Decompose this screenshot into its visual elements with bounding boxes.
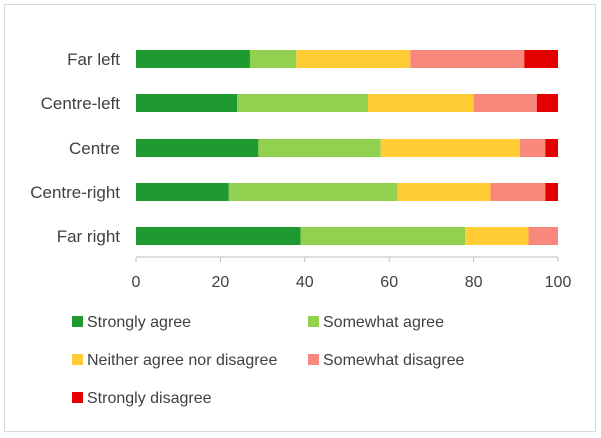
bar-segment: [410, 50, 525, 68]
bar-segment: [368, 94, 474, 112]
category-label: Far left: [67, 50, 120, 69]
chart-frame: Far left Centre-left Centre Centre-right Far…: [4, 4, 596, 432]
legend: Strongly agree Somewhat agree Neither agre…: [72, 314, 465, 407]
bar-segment: [136, 139, 259, 157]
legend-label: Strongly agree: [87, 314, 191, 331]
x-tick-label: 100: [545, 274, 572, 291]
legend-swatch: [72, 354, 83, 365]
bar-segment: [490, 183, 546, 201]
legend-swatch: [308, 354, 319, 365]
bar-segment: [136, 183, 229, 201]
category-label: Centre-right: [30, 183, 120, 202]
bar-segment: [237, 94, 369, 112]
x-tick-label: 60: [380, 274, 398, 291]
bar-segment: [380, 139, 521, 157]
legend-label: Strongly disagree: [87, 390, 212, 407]
bar-segment: [258, 139, 381, 157]
legend-swatch: [308, 316, 319, 327]
x-tick-label: 0: [132, 274, 141, 291]
legend-swatch: [72, 392, 83, 403]
bar-segment: [545, 139, 558, 157]
bar-segment: [136, 94, 238, 112]
bar-segment: [300, 227, 466, 245]
bars-layer: [136, 50, 558, 245]
bar-segment: [228, 183, 398, 201]
bar-segment: [524, 50, 558, 68]
category-labels: Far left Centre-left Centre Centre-right Far…: [30, 50, 120, 246]
bar-segment: [536, 94, 558, 112]
bar-segment: [520, 139, 546, 157]
x-tick-label: 80: [465, 274, 483, 291]
category-label: Far right: [57, 227, 121, 246]
stacked-bar-chart: Far left Centre-left Centre Centre-right Far…: [30, 50, 572, 407]
legend-swatch: [72, 316, 83, 327]
bar-segment: [296, 50, 411, 68]
bar-segment: [473, 94, 537, 112]
x-tick-label: 20: [212, 274, 230, 291]
bar-segment: [545, 183, 558, 201]
bar-segment: [397, 183, 491, 201]
legend-label: Somewhat disagree: [323, 352, 465, 369]
x-tick-label: 40: [296, 274, 314, 291]
bar-segment: [136, 227, 301, 245]
bar-segment: [136, 50, 250, 68]
bar-segment: [465, 227, 529, 245]
x-axis: 0 20 40 60 80 100: [132, 256, 572, 291]
legend-label: Somewhat agree: [323, 314, 444, 331]
legend-label: Neither agree nor disagree: [87, 352, 277, 369]
bar-segment: [249, 50, 297, 68]
category-label: Centre: [69, 139, 120, 158]
bar-segment: [528, 227, 558, 245]
category-label: Centre-left: [41, 94, 121, 113]
